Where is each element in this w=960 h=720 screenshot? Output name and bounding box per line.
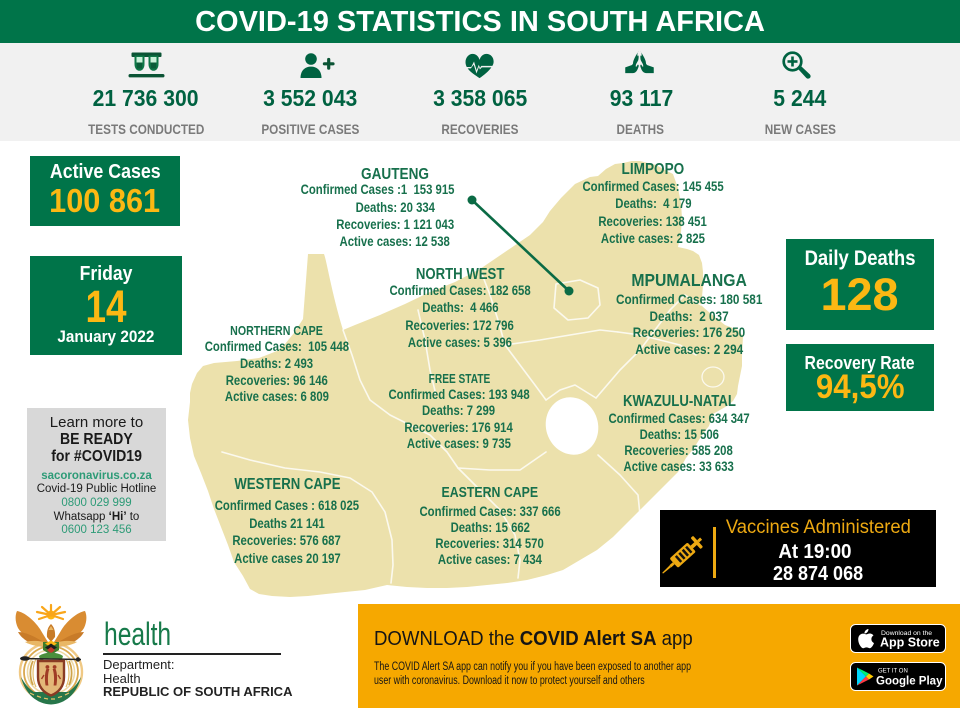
svg-text:Google Play: Google Play [876,676,943,688]
svg-text:App Store: App Store [880,636,940,650]
svg-text:Download on the: Download on the [881,630,932,637]
svg-text:GET IT ON: GET IT ON [878,669,908,675]
